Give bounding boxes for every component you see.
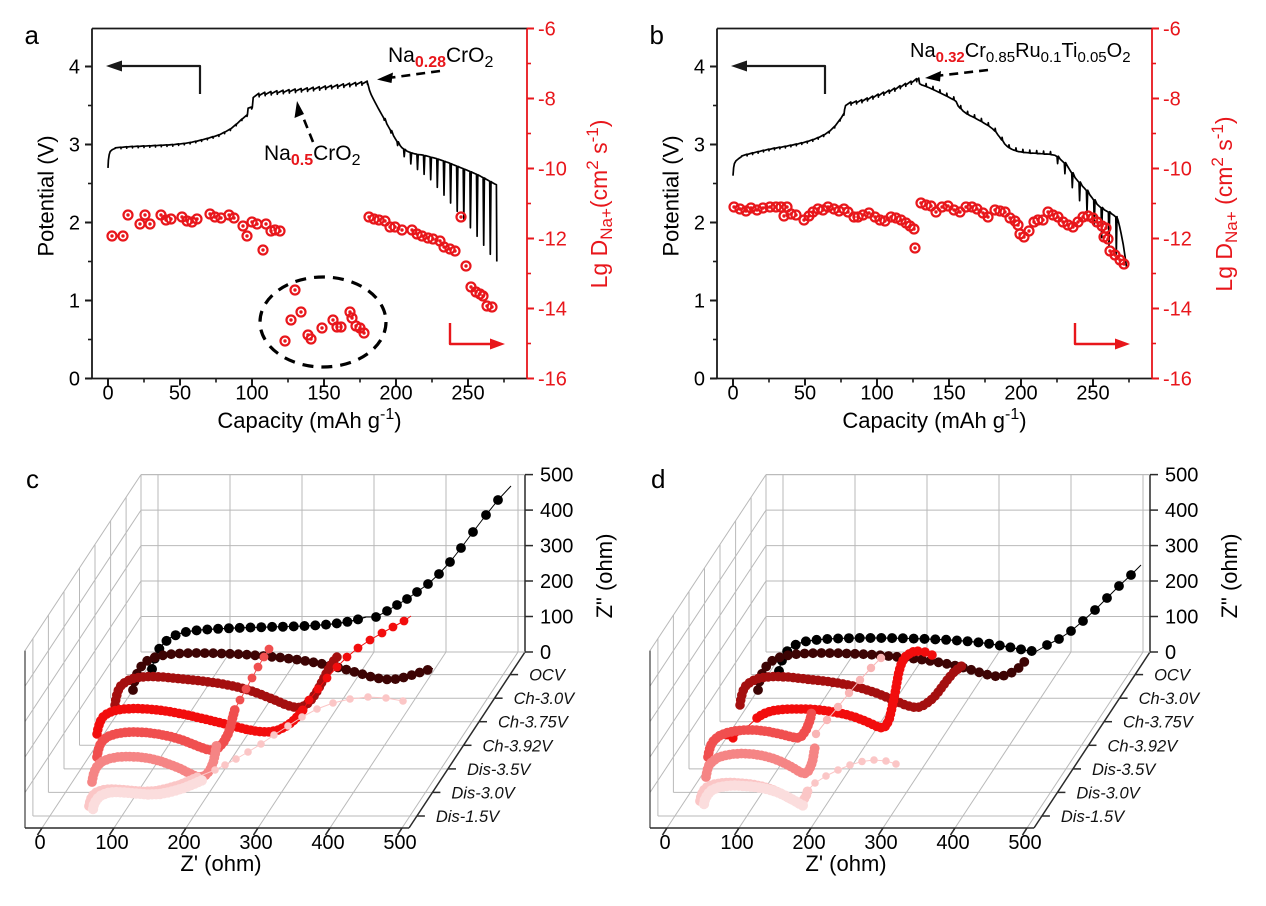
svg-text:200: 200 — [167, 832, 200, 854]
svg-text:3: 3 — [694, 135, 705, 157]
svg-text:-10: -10 — [1163, 159, 1192, 181]
svg-text:0: 0 — [727, 383, 738, 405]
svg-text:OCV: OCV — [529, 667, 567, 685]
svg-text:200: 200 — [540, 571, 573, 593]
svg-text:Potential (V): Potential (V) — [34, 135, 59, 256]
svg-text:2: 2 — [69, 213, 80, 235]
svg-text:50: 50 — [169, 383, 191, 405]
svg-text:3: 3 — [69, 135, 80, 157]
svg-text:500: 500 — [1165, 465, 1198, 487]
svg-text:Dis-1.5V: Dis-1.5V — [1061, 808, 1126, 826]
svg-text:a: a — [25, 20, 40, 50]
svg-text:0: 0 — [1165, 642, 1176, 664]
svg-text:-6: -6 — [1163, 19, 1181, 41]
svg-text:100: 100 — [1165, 607, 1198, 629]
svg-text:250: 250 — [1076, 383, 1109, 405]
svg-text:200: 200 — [792, 832, 825, 854]
svg-text:50: 50 — [794, 383, 816, 405]
svg-text:200: 200 — [1004, 383, 1037, 405]
svg-text:300: 300 — [864, 832, 897, 854]
svg-text:Ch-3.92V: Ch-3.92V — [483, 737, 555, 755]
svg-text:400: 400 — [311, 832, 344, 854]
svg-text:500: 500 — [1008, 832, 1041, 854]
svg-text:c: c — [26, 464, 39, 494]
svg-text:500: 500 — [383, 832, 416, 854]
svg-text:400: 400 — [936, 832, 969, 854]
svg-text:-16: -16 — [538, 369, 567, 391]
svg-text:1: 1 — [69, 291, 80, 313]
svg-text:100: 100 — [540, 607, 573, 629]
svg-text:Na0.5CrO2: Na0.5CrO2 — [264, 142, 361, 169]
svg-text:-12: -12 — [1163, 229, 1192, 251]
svg-text:Z" (ohm): Z" (ohm) — [592, 534, 617, 619]
svg-text:0: 0 — [34, 832, 45, 854]
svg-text:Capacity (mAh g-1): Capacity (mAh g-1) — [217, 406, 401, 433]
svg-text:-12: -12 — [538, 229, 567, 251]
svg-text:b: b — [650, 20, 664, 50]
svg-text:Dis-3.5V: Dis-3.5V — [1092, 761, 1157, 779]
svg-text:1: 1 — [694, 291, 705, 313]
svg-text:100: 100 — [235, 383, 268, 405]
svg-text:400: 400 — [1165, 500, 1198, 522]
svg-text:Dis-3.0V: Dis-3.0V — [1076, 784, 1141, 802]
svg-text:-16: -16 — [1163, 369, 1192, 391]
svg-text:-8: -8 — [1163, 89, 1181, 111]
svg-text:Ch-3.75V: Ch-3.75V — [1123, 714, 1195, 732]
svg-text:Z" (ohm): Z" (ohm) — [1217, 534, 1242, 619]
svg-text:200: 200 — [379, 383, 412, 405]
svg-text:Z' (ohm): Z' (ohm) — [805, 851, 886, 876]
svg-text:Capacity (mAh g-1): Capacity (mAh g-1) — [842, 406, 1026, 433]
svg-text:150: 150 — [932, 383, 965, 405]
svg-text:150: 150 — [307, 383, 340, 405]
svg-text:-6: -6 — [538, 19, 556, 41]
svg-text:Lg DNa+ (cm2 s-1): Lg DNa+ (cm2 s-1) — [1208, 116, 1241, 291]
svg-text:200: 200 — [1165, 571, 1198, 593]
svg-text:-14: -14 — [538, 299, 567, 321]
svg-text:d: d — [651, 464, 665, 494]
svg-text:0: 0 — [69, 369, 80, 391]
svg-text:400: 400 — [540, 500, 573, 522]
svg-text:Ch-3.0V: Ch-3.0V — [514, 690, 577, 708]
svg-text:Potential (V): Potential (V) — [659, 135, 684, 256]
svg-text:-10: -10 — [538, 159, 567, 181]
svg-text:0: 0 — [694, 369, 705, 391]
svg-text:OCV: OCV — [1154, 667, 1192, 685]
svg-text:100: 100 — [720, 832, 753, 854]
svg-text:Ch-3.0V: Ch-3.0V — [1139, 690, 1202, 708]
svg-text:Lg DNa+(cm2 s-1): Lg DNa+(cm2 s-1) — [583, 120, 616, 289]
svg-text:500: 500 — [540, 465, 573, 487]
svg-text:0: 0 — [102, 383, 113, 405]
svg-text:100: 100 — [95, 832, 128, 854]
svg-text:300: 300 — [540, 536, 573, 558]
svg-text:Ch-3.75V: Ch-3.75V — [498, 714, 570, 732]
svg-text:Dis-3.5V: Dis-3.5V — [467, 761, 532, 779]
svg-text:-14: -14 — [1163, 299, 1192, 321]
svg-text:100: 100 — [860, 383, 893, 405]
svg-text:-8: -8 — [538, 89, 556, 111]
svg-text:Ch-3.92V: Ch-3.92V — [1108, 737, 1180, 755]
svg-text:Z' (ohm): Z' (ohm) — [180, 851, 261, 876]
svg-text:0: 0 — [540, 642, 551, 664]
svg-text:4: 4 — [694, 57, 705, 79]
svg-text:300: 300 — [1165, 536, 1198, 558]
svg-text:0: 0 — [659, 832, 670, 854]
svg-text:Dis-1.5V: Dis-1.5V — [436, 808, 501, 826]
svg-text:300: 300 — [239, 832, 272, 854]
svg-text:4: 4 — [69, 57, 80, 79]
svg-text:2: 2 — [694, 213, 705, 235]
svg-text:250: 250 — [451, 383, 484, 405]
svg-text:Dis-3.0V: Dis-3.0V — [451, 784, 516, 802]
